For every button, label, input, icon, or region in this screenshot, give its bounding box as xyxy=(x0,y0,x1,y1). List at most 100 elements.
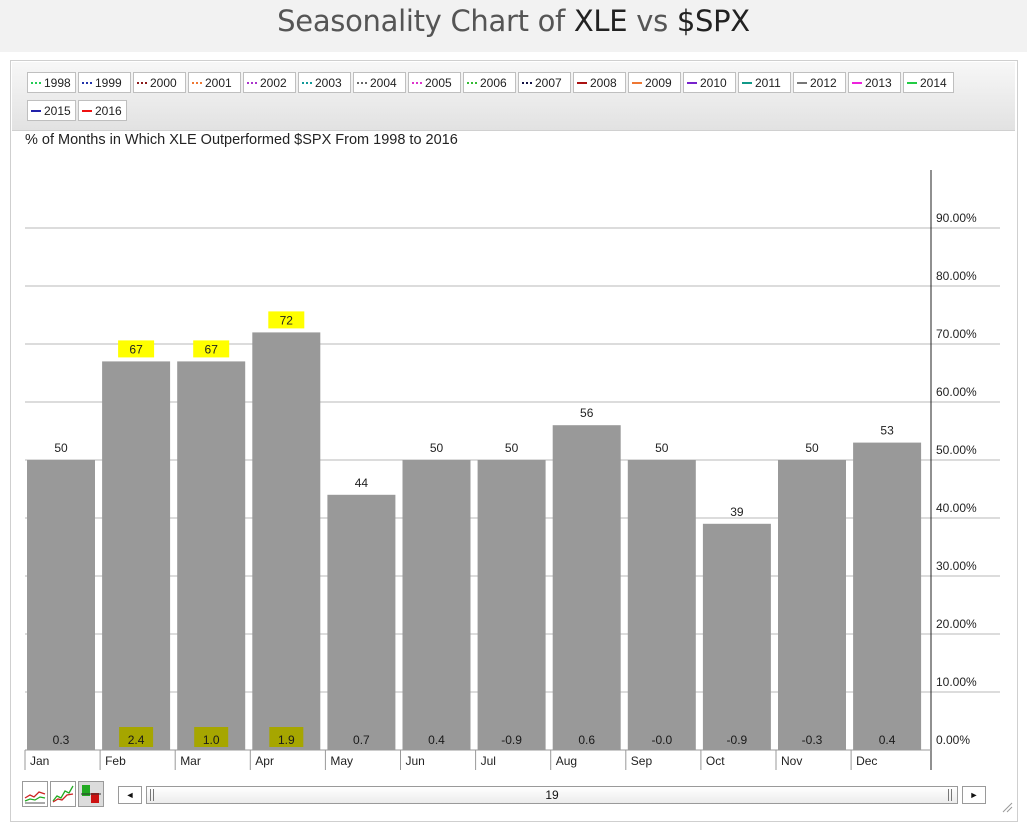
legend-item-2009[interactable]: 2009 xyxy=(628,72,681,93)
value-label-highlight xyxy=(193,340,230,358)
legend-label-2002: 2002 xyxy=(260,76,287,90)
bar-value-label: 50 xyxy=(430,441,444,455)
legend-label-1998: 1998 xyxy=(44,76,71,90)
legend-item-2016[interactable]: 2016 xyxy=(78,100,127,121)
legend-marker-2007 xyxy=(522,82,532,84)
legend-label-2004: 2004 xyxy=(370,76,397,90)
bar-bottom-label: 0.4 xyxy=(428,733,445,747)
y-tick-label: 0.00% xyxy=(936,733,970,747)
bar-nov xyxy=(778,460,846,750)
legend-marker-2001 xyxy=(192,82,202,84)
bar-chart-button[interactable] xyxy=(78,781,104,807)
bar-jan xyxy=(27,460,95,750)
bottom-label-highlight xyxy=(119,727,154,747)
chart-title: % of Months in Which XLE Outperformed $S… xyxy=(25,132,458,148)
legend-marker-2008 xyxy=(577,82,587,84)
chart-controls: ◄ 19 ► xyxy=(22,781,992,809)
legend-item-2003[interactable]: 2003 xyxy=(298,72,351,93)
bar-value-label: 67 xyxy=(129,342,143,356)
cumulative-chart-button[interactable] xyxy=(50,781,76,807)
legend-item-2001[interactable]: 2001 xyxy=(188,72,241,93)
legend-label-2013: 2013 xyxy=(865,76,892,90)
legend-item-2000[interactable]: 2000 xyxy=(133,72,186,93)
legend-label-2016: 2016 xyxy=(95,104,122,118)
legend-label-2015: 2015 xyxy=(44,104,71,118)
legend-item-2012[interactable]: 2012 xyxy=(793,72,846,93)
bar-value-label: 56 xyxy=(580,406,594,420)
bar-may xyxy=(327,494,396,750)
page-title: Seasonality Chart of XLE vs $SPX xyxy=(277,4,750,38)
legend-label-2003: 2003 xyxy=(315,76,342,90)
scroll-grip-left[interactable] xyxy=(150,789,154,801)
resize-grip-icon[interactable] xyxy=(1001,801,1013,813)
x-tick-label: May xyxy=(330,754,353,768)
line-chart-icon xyxy=(24,791,46,804)
bar-value-label: 44 xyxy=(355,476,369,490)
x-tick-label: Nov xyxy=(781,754,802,768)
legend-item-2002[interactable]: 2002 xyxy=(243,72,296,93)
y-tick-label: 70.00% xyxy=(936,327,977,341)
scroll-right-button[interactable]: ► xyxy=(962,786,986,804)
y-tick-label: 60.00% xyxy=(936,385,977,399)
y-tick-label: 20.00% xyxy=(936,617,977,631)
scroll-grip-right[interactable] xyxy=(948,789,952,801)
bar-bottom-label: -0.0 xyxy=(651,733,672,747)
x-tick-label: Dec xyxy=(856,754,877,768)
bar-feb xyxy=(102,361,171,750)
legend-label-2005: 2005 xyxy=(425,76,452,90)
legend-marker-2000 xyxy=(137,82,147,84)
bar-bottom-label: 2.4 xyxy=(128,733,145,747)
symbol-spx: $SPX xyxy=(676,4,750,38)
bottom-label-highlight xyxy=(269,727,304,747)
bar-value-label: 39 xyxy=(730,505,744,519)
x-tick-label: Feb xyxy=(105,754,126,768)
bar-sep xyxy=(627,460,696,750)
y-tick-label: 80.00% xyxy=(936,269,977,283)
bar-chart-icon xyxy=(81,785,101,803)
legend-label-2010: 2010 xyxy=(700,76,727,90)
legend-marker-2004 xyxy=(357,82,367,84)
legend-label-2001: 2001 xyxy=(205,76,232,90)
legend-label-2011: 2011 xyxy=(755,76,781,90)
scroll-left-button[interactable]: ◄ xyxy=(118,786,142,804)
legend-marker-2011 xyxy=(742,82,752,84)
legend-label-2012: 2012 xyxy=(810,76,837,90)
scroll-value: 19 xyxy=(545,788,559,802)
x-tick-label: Mar xyxy=(180,754,201,768)
legend-marker-2012 xyxy=(797,82,807,84)
legend-item-2010[interactable]: 2010 xyxy=(683,72,736,93)
value-label-highlight xyxy=(268,311,305,329)
legend-marker-2005 xyxy=(412,82,422,84)
legend-item-2004[interactable]: 2004 xyxy=(353,72,406,93)
legend-marker-2015 xyxy=(31,110,41,112)
bar-bottom-label: 0.3 xyxy=(53,733,70,747)
legend-item-2014[interactable]: 2014 xyxy=(903,72,954,93)
legend-item-2013[interactable]: 2013 xyxy=(848,72,901,93)
legend-marker-2003 xyxy=(302,82,312,84)
period-scrollbar[interactable]: 19 xyxy=(146,786,958,804)
legend-item-2007[interactable]: 2007 xyxy=(518,72,571,93)
legend-item-2005[interactable]: 2005 xyxy=(408,72,461,93)
bar-bottom-label: 0.7 xyxy=(353,733,370,747)
bar-value-label: 50 xyxy=(655,441,669,455)
legend-item-2008[interactable]: 2008 xyxy=(573,72,626,93)
bar-value-label: 67 xyxy=(205,342,219,356)
bar-jun xyxy=(402,460,471,750)
bar-dec xyxy=(853,442,922,750)
bar-oct xyxy=(702,523,771,750)
line-chart-button[interactable] xyxy=(22,781,48,807)
bar-bottom-label: -0.9 xyxy=(727,733,748,747)
legend-label-1999: 1999 xyxy=(95,76,122,90)
legend-item-2015[interactable]: 2015 xyxy=(27,100,76,121)
legend-item-1999[interactable]: 1999 xyxy=(78,72,131,93)
y-tick-label: 40.00% xyxy=(936,501,977,515)
legend-item-2006[interactable]: 2006 xyxy=(463,72,516,93)
legend-marker-2014 xyxy=(907,82,917,84)
legend-item-2011[interactable]: 2011 xyxy=(738,72,791,93)
legend-label-2007: 2007 xyxy=(535,76,562,90)
legend-item-1998[interactable]: 1998 xyxy=(27,72,76,93)
legend-marker-2013 xyxy=(852,82,862,84)
bar-value-label: 72 xyxy=(280,313,294,327)
y-tick-label: 10.00% xyxy=(936,675,977,689)
bar-apr xyxy=(252,332,321,750)
